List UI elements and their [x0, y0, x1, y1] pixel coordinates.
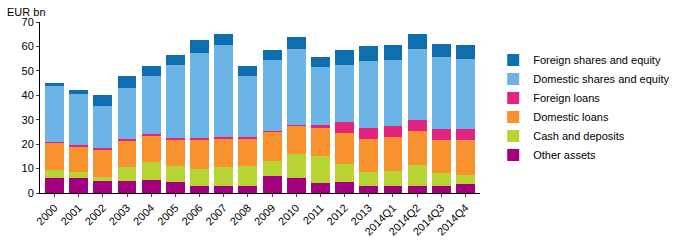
svg-text:2014Q1: 2014Q1 — [362, 202, 398, 238]
svg-text:2001: 2001 — [58, 202, 84, 228]
svg-text:2013: 2013 — [348, 202, 374, 228]
svg-text:2003: 2003 — [107, 202, 133, 228]
svg-text:0: 0 — [28, 187, 34, 199]
svg-text:30: 30 — [22, 114, 34, 126]
svg-text:2010: 2010 — [276, 202, 302, 228]
svg-text:60: 60 — [22, 40, 34, 52]
svg-text:2009: 2009 — [252, 202, 278, 228]
svg-text:20: 20 — [22, 138, 34, 150]
svg-text:70: 70 — [22, 16, 34, 28]
svg-text:2011: 2011 — [301, 202, 326, 227]
svg-text:40: 40 — [22, 89, 34, 101]
svg-text:Foreign loans: Foreign loans — [533, 92, 600, 104]
svg-text:2012: 2012 — [324, 202, 350, 228]
svg-text:50: 50 — [22, 65, 34, 77]
svg-text:2002: 2002 — [82, 202, 108, 228]
svg-text:Domestic loans: Domestic loans — [533, 111, 609, 123]
svg-text:Cash and deposits: Cash and deposits — [533, 130, 625, 142]
svg-text:10: 10 — [22, 162, 34, 174]
svg-text:Domestic shares and equity: Domestic shares and equity — [533, 73, 669, 85]
svg-text:2007: 2007 — [203, 202, 229, 228]
svg-text:2006: 2006 — [179, 202, 205, 228]
svg-text:Other assets: Other assets — [533, 149, 596, 161]
svg-text:2014Q2: 2014Q2 — [386, 202, 422, 238]
svg-text:2005: 2005 — [155, 202, 181, 228]
svg-text:2008: 2008 — [227, 202, 253, 228]
svg-text:Foreign shares and equity: Foreign shares and equity — [533, 54, 661, 66]
svg-text:2000: 2000 — [34, 202, 60, 228]
svg-text:2014Q4: 2014Q4 — [435, 202, 471, 238]
svg-text:2014Q3: 2014Q3 — [410, 202, 446, 238]
svg-text:2004: 2004 — [131, 202, 157, 228]
svg-text:EUR bn: EUR bn — [7, 6, 46, 18]
